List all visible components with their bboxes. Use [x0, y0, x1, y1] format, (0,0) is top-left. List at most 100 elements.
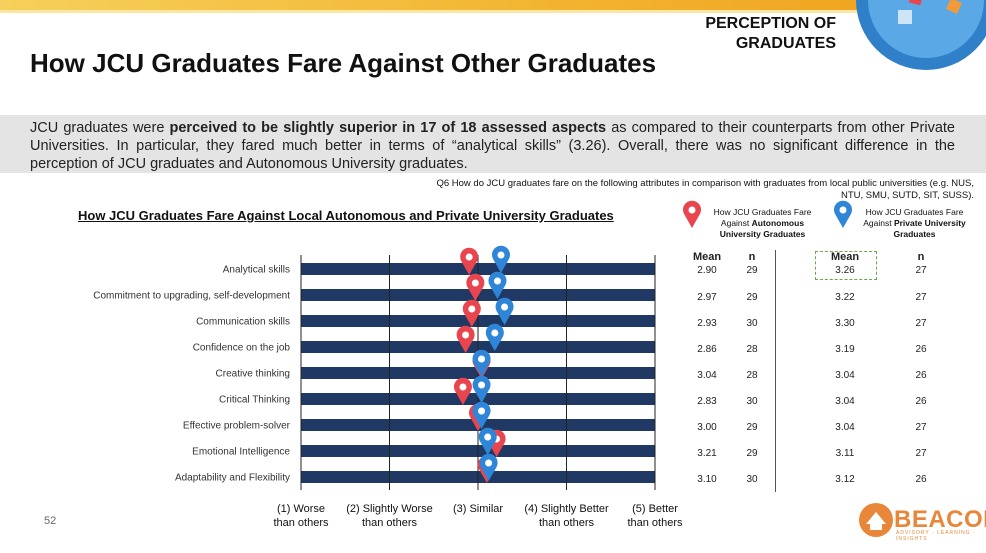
private-mean-cell: 3.04 [835, 396, 855, 407]
autonomous-pin [462, 299, 481, 327]
autonomous-pin [460, 247, 479, 275]
private-n-cell: 27 [915, 292, 927, 303]
private-pin-shape [492, 245, 511, 273]
private-pin-shape [485, 323, 504, 351]
decorative-circle-image [856, 0, 986, 70]
autonomous-pin-shape [462, 299, 481, 327]
summary-part2: as compared to their counterparts from o… [30, 120, 955, 172]
private-pin-hole [501, 303, 509, 311]
private-pin-shape [472, 401, 491, 429]
tick-label: than others [539, 517, 595, 529]
private-pin-shape [478, 427, 497, 455]
tick-label: (4) Slightly Better [524, 503, 609, 515]
autonomous-n-cell: 29 [746, 265, 758, 276]
category-label: Emotional Intelligence [192, 447, 290, 458]
chart-title: How JCU Graduates Fare Against Local Aut… [78, 208, 614, 223]
private-n-cell: 26 [915, 396, 927, 407]
autonomous-mean-cell: 2.83 [697, 396, 717, 407]
private-pin-hole [478, 355, 486, 363]
legend-private-pin-shape [834, 200, 853, 228]
private-pin-shape [472, 349, 491, 377]
private-pin [479, 453, 498, 481]
autonomous-mean-cell: 2.90 [697, 265, 717, 276]
private-pin [478, 427, 497, 455]
category-label: Confidence on the job [193, 343, 291, 354]
private-pin-hole [485, 459, 493, 467]
private-pin-shape [479, 453, 498, 481]
legend-private-pin [834, 200, 853, 228]
legend-private-line1: How JCU Graduates Fare [865, 207, 964, 217]
private-pin-hole [497, 251, 505, 259]
tick-label: (5) Better [632, 503, 678, 515]
autonomous-pin-shape [453, 377, 472, 405]
autonomous-pin [466, 273, 485, 301]
private-pin [495, 297, 514, 325]
private-pin [492, 245, 511, 273]
logo-text: BEACON [894, 506, 986, 533]
legend-private-bold: Private University [893, 218, 966, 228]
private-pin [488, 271, 507, 299]
private-n-cell: 27 [915, 422, 927, 433]
logo-subtitle: ADVISORY · LEARNING · INSIGHTS [896, 530, 976, 542]
private-pin-hole [491, 329, 499, 337]
summary-box: JCU graduates were perceived to be sligh… [0, 115, 986, 173]
autonomous-pin [453, 377, 472, 405]
table-divider [775, 250, 776, 492]
legend-autonomous-pin [682, 200, 701, 228]
autonomous-pin-hole [459, 383, 467, 391]
autonomous-pin-shape [460, 247, 479, 275]
autonomous-mean-cell: 3.04 [697, 370, 717, 381]
legend-private-line2: Against [863, 218, 894, 228]
autonomous-mean-cell: 2.93 [697, 318, 717, 329]
private-pin [472, 349, 491, 377]
tick-label: (2) Slightly Worse [346, 503, 433, 515]
legend-autonomous-line1: How JCU Graduates Fare [713, 207, 812, 217]
category-label: Commitment to upgrading, self-developmen… [93, 291, 290, 302]
legend-autonomous-line3: University Graduates [719, 229, 806, 239]
autonomous-mean-cell: 2.86 [697, 344, 717, 355]
top-accent-bar-light [0, 10, 860, 13]
autonomous-mean-cell: 3.21 [697, 448, 717, 459]
autonomous-mean-cell: 3.00 [697, 422, 717, 433]
autonomous-pin [456, 325, 475, 353]
private-mean-cell: 3.26 [835, 265, 855, 276]
private-pin-shape [495, 297, 514, 325]
legend-private-pin-hole [839, 206, 847, 214]
autonomous-n-cell: 28 [746, 344, 758, 355]
legend-autonomous-pin-shape [682, 200, 701, 228]
private-mean-cell: 3.04 [835, 422, 855, 433]
autonomous-pin-hole [465, 253, 473, 261]
legend-autonomous: How JCU Graduates Fare Against Autonomou… [700, 207, 825, 240]
category-label: Effective problem-solver [183, 421, 291, 432]
tick-label: (1) Worse [277, 503, 325, 515]
category-label: Communication skills [196, 317, 290, 328]
section-label: PERCEPTION OF GRADUATES [705, 14, 836, 54]
autonomous-mean-cell: 2.97 [697, 292, 717, 303]
private-pin-shape [488, 271, 507, 299]
category-label: Analytical skills [223, 265, 290, 276]
legend-autonomous-pin-hole [688, 206, 696, 214]
private-n-cell: 26 [915, 474, 927, 485]
private-pin-hole [484, 433, 492, 441]
highlight-box [815, 251, 877, 280]
private-pin [472, 401, 491, 429]
summary-part1: JCU graduates were [30, 120, 170, 136]
private-mean-cell: 3.22 [835, 292, 855, 303]
legend-private: How JCU Graduates Fare Against Private U… [852, 207, 977, 240]
private-n-cell: 27 [915, 448, 927, 459]
logo-icon [859, 503, 893, 537]
autonomous-mean-header: Mean [692, 251, 722, 263]
autonomous-pin-hole [462, 331, 470, 339]
private-n-header: n [917, 251, 925, 263]
private-pin-hole [478, 407, 486, 415]
autonomous-n-cell: 30 [746, 318, 758, 329]
private-mean-cell: 3.19 [835, 344, 855, 355]
page-title: How JCU Graduates Fare Against Other Gra… [30, 48, 657, 78]
tick-label: than others [273, 517, 329, 529]
section-label-line1: PERCEPTION OF [705, 15, 836, 32]
private-pin [485, 323, 504, 351]
autonomous-n-header: n [748, 251, 756, 263]
private-n-cell: 26 [915, 344, 927, 355]
tick-label: (3) Similar [453, 503, 503, 515]
legend-autonomous-line2: Against [720, 218, 752, 228]
